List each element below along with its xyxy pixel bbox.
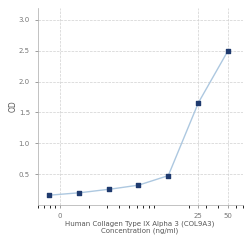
Point [136,183,140,187]
Y-axis label: OD: OD [8,100,17,112]
Point [77,191,81,195]
Point [47,193,51,197]
Point [166,174,170,178]
Point [196,101,200,105]
Point [226,49,230,53]
X-axis label: Human Collagen Type IX Alpha 3 (COL9A3)
Concentration (ng/ml): Human Collagen Type IX Alpha 3 (COL9A3) … [65,220,215,234]
Point [107,188,111,192]
